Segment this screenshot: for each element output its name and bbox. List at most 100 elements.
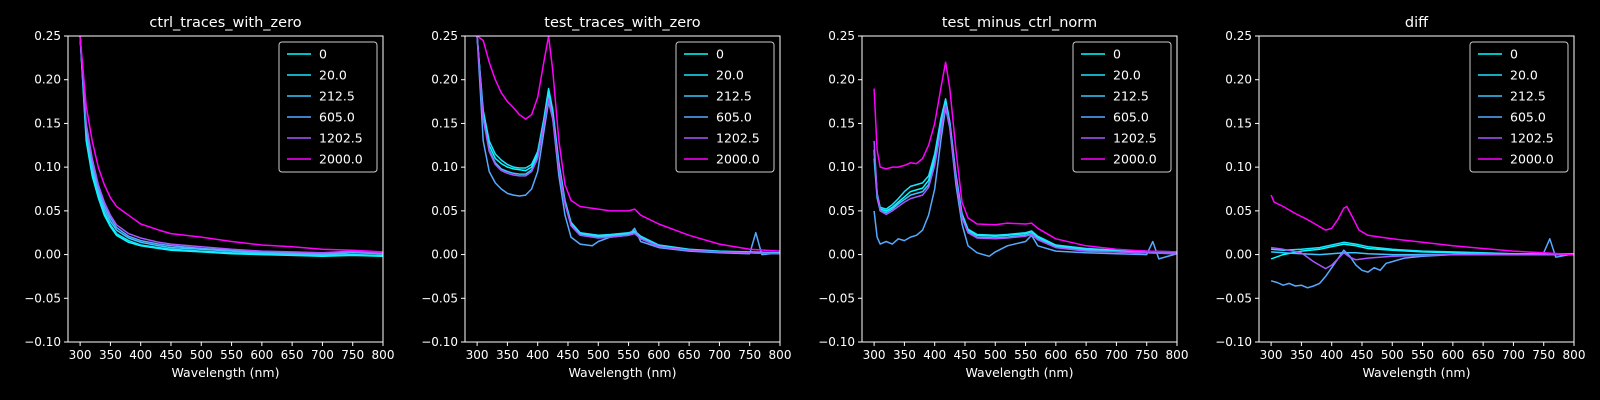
y-tick-label: 0.25 [34,29,61,43]
x-tick-label: 550 [220,348,243,362]
panel-4: 300 350 400 450 500 550 600 650 700 750 800 −0.10 −0… [1215,15,1585,380]
series-line-5 [79,36,383,253]
legend-entry: 605.0 [1113,110,1149,125]
series-line-4 [1270,246,1574,270]
y-tick-label: −0.10 [24,335,61,349]
legend-entry: 1202.5 [716,131,760,146]
series-line-3 [79,36,383,255]
legend-entry: 605.0 [1510,110,1546,125]
legend-entry: 0 [319,47,327,62]
x-tick-label: 550 [617,348,640,362]
y-tick-label: −0.05 [24,291,61,305]
series-line-1 [79,36,383,257]
axes-frame [861,35,1178,343]
x-tick-label: 750 [1532,348,1555,362]
x-tick-label: 400 [1320,348,1343,362]
legend-entry: 2000.0 [716,152,760,167]
panel-3: 300 350 400 450 500 550 600 650 700 750 800 −0.10 −0… [818,15,1188,380]
x-tick-label: 800 [769,348,792,362]
series-line-3 [873,106,1177,260]
chart-title: diff [1405,15,1429,31]
x-tick-label: 650 [1472,348,1495,362]
x-tick-label: 450 [160,348,183,362]
x-tick-label: 500 [1381,348,1404,362]
y-tick-label: 0.15 [828,116,855,130]
x-axis-label: Wavelength (nm) [966,365,1074,380]
y-tick-label: 0.20 [828,73,855,87]
legend: 0 20.0 212.5 605.0 1202.5 2000.0 [675,41,775,173]
legend-entry: 605.0 [319,110,355,125]
x-tick-label: 800 [1166,348,1189,362]
x-tick-label: 300 [863,348,886,362]
x-tick-label: 500 [984,348,1007,362]
x-tick-label: 500 [190,348,213,362]
y-tick-label: 0.15 [431,116,458,130]
legend-entry: 1202.5 [319,131,363,146]
y-tick-label: −0.10 [818,335,855,349]
y-tick-label: 0.10 [431,160,458,174]
x-tick-label: 700 [1105,348,1128,362]
x-tick-label: 600 [647,348,670,362]
x-tick-label: 750 [738,348,761,362]
series-line-5 [873,61,1177,253]
x-tick-label: 750 [1135,348,1158,362]
x-tick-label: 650 [1075,348,1098,362]
x-tick-label: 700 [708,348,731,362]
legend-entry: 605.0 [716,110,752,125]
x-tick-label: 400 [129,348,152,362]
series-line-2 [79,36,383,256]
y-tick-label: 0.20 [431,73,458,87]
y-tick-label: 0.00 [431,248,458,262]
legend-entry: 20.0 [319,68,347,83]
y-tick-label: 0.10 [828,160,855,174]
legend-entry: 212.5 [319,89,355,104]
y-tick-label: −0.10 [1215,335,1252,349]
x-tick-label: 650 [281,348,304,362]
x-tick-label: 300 [466,348,489,362]
x-tick-label: 550 [1411,348,1434,362]
series-line-1 [1271,241,1574,255]
series-line-4 [873,105,1177,255]
panel-2: 300 350 400 450 500 550 600 650 700 750 800 −0.10 −0… [421,15,791,380]
series-lines [79,36,383,258]
series-line-3 [476,36,780,256]
x-tick-label: 650 [678,348,701,362]
y-tick-label: −0.05 [421,291,458,305]
y-tick-label: −0.05 [818,291,855,305]
axes-frame [1258,35,1575,343]
y-tick-label: 0.25 [1225,29,1252,43]
series-line-5 [1270,194,1574,256]
legend-entry: 0 [716,47,724,62]
x-tick-label: 350 [496,348,519,362]
series-line-4 [79,36,383,254]
chart-title: test_traces_with_zero [544,15,701,31]
y-tick-label: 0.10 [34,160,61,174]
y-tick-label: 0.00 [1225,248,1252,262]
x-tick-label: 350 [99,348,122,362]
series-line-5 [476,36,780,252]
legend-entry: 0 [1113,47,1121,62]
legend-entry: 20.0 [1113,68,1141,83]
x-tick-label: 800 [1563,348,1586,362]
series-line-4 [476,36,780,255]
legend-entry: 2000.0 [319,152,363,167]
x-tick-label: 550 [1014,348,1037,362]
x-tick-label: 500 [587,348,610,362]
y-tick-label: −0.10 [421,335,458,349]
legend-entry: 212.5 [716,89,752,104]
axes-frame [67,35,384,343]
y-tick-label: 0.00 [828,248,855,262]
x-tick-label: 800 [372,348,395,362]
legend-entry: 2000.0 [1113,152,1157,167]
legend-entry: 1202.5 [1113,131,1157,146]
legend-entry: 2000.0 [1510,152,1554,167]
x-axis-label: Wavelength (nm) [1363,365,1471,380]
legend: 0 20.0 212.5 605.0 1202.5 2000.0 [1469,41,1569,173]
x-tick-label: 350 [1290,348,1313,362]
x-tick-label: 600 [250,348,273,362]
x-tick-label: 750 [341,348,364,362]
legend-entry: 212.5 [1510,89,1546,104]
x-tick-label: 600 [1441,348,1464,362]
x-axis-label: Wavelength (nm) [569,365,677,380]
